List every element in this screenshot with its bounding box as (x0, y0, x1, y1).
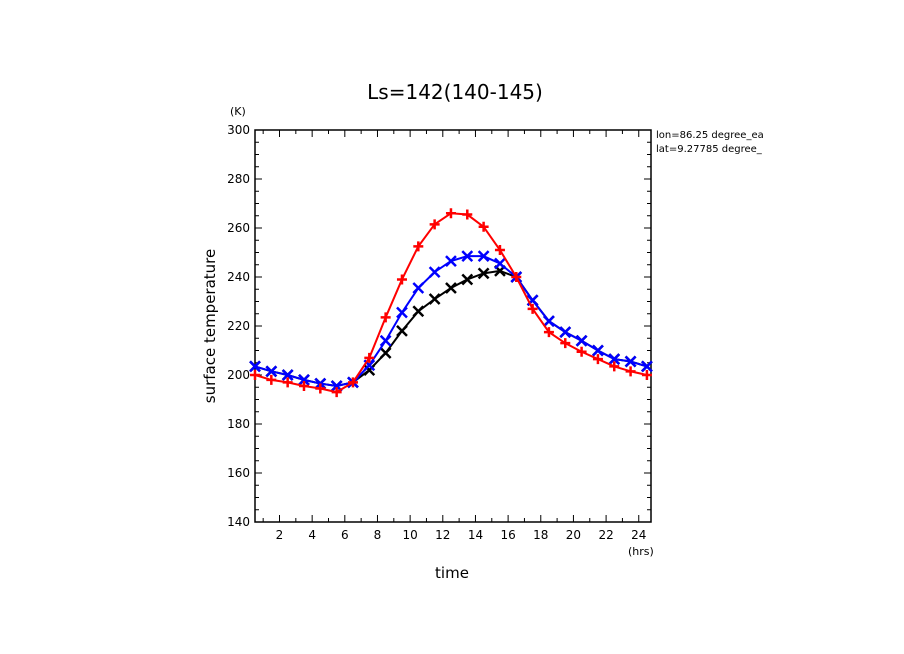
data-point (265, 365, 278, 378)
x-unit-label: (hrs) (628, 545, 654, 558)
data-point (592, 354, 603, 365)
annotation-lat: lat=9.27785 degree_ (656, 144, 763, 155)
y-axis-title: surface temperature (201, 249, 219, 404)
data-point (609, 361, 620, 372)
data-point (641, 360, 653, 373)
chart-title: Ls=142(140-145) (367, 80, 543, 104)
data-point (266, 374, 277, 385)
y-tick-label: 280 (227, 172, 250, 186)
data-point (478, 221, 489, 232)
data-point (315, 383, 326, 394)
data-point (461, 273, 474, 286)
y-unit-label: (K) (230, 105, 246, 118)
data-point (462, 209, 473, 220)
data-point (543, 327, 554, 338)
data-point (413, 241, 424, 252)
y-tick-label: 160 (227, 466, 250, 480)
data-point (412, 305, 425, 318)
data-point (477, 250, 490, 263)
data-point (625, 366, 636, 377)
data-point (543, 315, 555, 327)
series-line-1 (254, 255, 648, 388)
series-0 (249, 264, 653, 392)
data-point (429, 219, 440, 230)
x-tick-label: 12 (435, 528, 450, 542)
series-line-2 (254, 212, 648, 394)
data-point (380, 312, 391, 323)
data-point (511, 272, 522, 282)
data-point (494, 257, 506, 270)
data-point (560, 338, 571, 349)
data-point (428, 266, 441, 278)
x-tick-label: 14 (468, 528, 483, 542)
data-point (527, 303, 538, 314)
data-point (282, 377, 293, 388)
x-axis-title: time (435, 564, 469, 582)
x-tick-label: 10 (402, 528, 417, 542)
data-point (445, 255, 457, 267)
annotation-lon: lon=86.25 degree_ea (656, 130, 764, 141)
data-point (477, 267, 490, 280)
data-point (576, 346, 587, 357)
y-tick-label: 300 (227, 123, 250, 137)
x-tick-label: 20 (566, 528, 581, 542)
data-point (494, 245, 505, 256)
data-point (249, 360, 261, 373)
x-tick-label: 8 (374, 528, 382, 542)
data-point (428, 293, 441, 305)
x-tick-label: 16 (500, 528, 515, 542)
data-point (379, 347, 392, 359)
data-point (624, 355, 637, 368)
x-tick-label: 18 (533, 528, 548, 542)
x-tick-label: 22 (598, 528, 613, 542)
data-point (592, 344, 604, 357)
series-layer (249, 208, 653, 398)
data-point (379, 334, 392, 347)
data-point (445, 208, 456, 219)
data-point (281, 369, 294, 381)
data-point (396, 325, 408, 337)
data-point (608, 353, 621, 365)
y-tick-label: 180 (227, 417, 250, 431)
data-point (575, 334, 588, 347)
y-tick-label: 240 (227, 270, 250, 284)
data-point (298, 374, 310, 386)
data-point (250, 370, 260, 380)
x-tick-label: 6 (341, 528, 349, 542)
data-point (347, 377, 358, 388)
y-tick-label: 200 (227, 368, 250, 382)
data-point (445, 282, 457, 294)
data-point (396, 274, 407, 285)
y-tick-label: 140 (227, 515, 250, 529)
x-tick-label: 4 (308, 528, 316, 542)
plot-frame (254, 129, 652, 523)
data-point (641, 370, 652, 380)
y-tick-label: 220 (227, 319, 250, 333)
data-point (364, 352, 375, 363)
data-point (298, 381, 309, 392)
data-point (412, 282, 425, 294)
series-1 (249, 250, 653, 392)
x-tick-label: 2 (276, 528, 284, 542)
data-point (331, 387, 342, 398)
y-tick-label: 260 (227, 221, 250, 235)
data-point (559, 326, 572, 339)
series-2 (250, 208, 652, 398)
data-point (461, 250, 474, 263)
data-point (396, 306, 408, 319)
x-tick-label: 24 (631, 528, 646, 542)
